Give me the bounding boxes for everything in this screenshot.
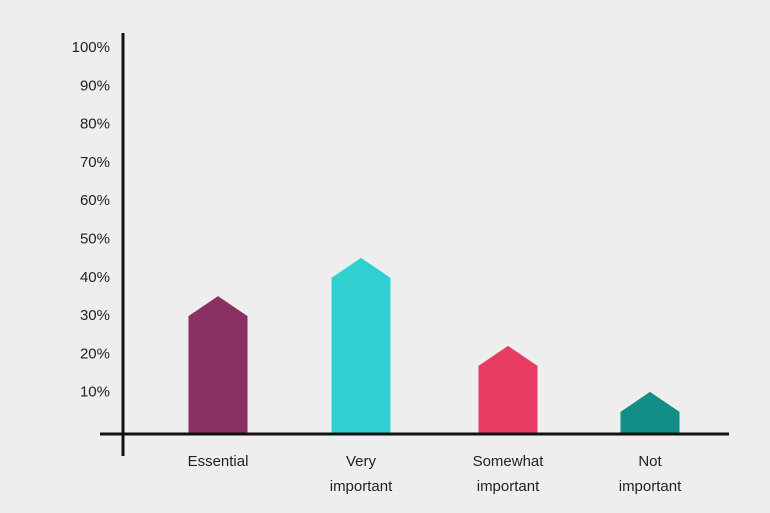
y-tick-label: 80% <box>80 116 110 133</box>
bars <box>188 257 680 434</box>
bar <box>620 391 680 434</box>
y-tick-label: 90% <box>80 77 110 94</box>
bar <box>188 296 248 434</box>
y-tick-label: 100% <box>72 39 110 56</box>
y-tick-label: 70% <box>80 154 110 171</box>
x-tick-label: Very important <box>330 453 393 495</box>
bar <box>331 257 391 434</box>
y-tick-label: 30% <box>80 307 110 324</box>
x-tick-label-line: Essential <box>188 453 249 470</box>
y-tick-labels: 10% 20% 30% 40% 50% 60% 70% 80% 90% 100% <box>72 39 110 401</box>
y-tick-label: 60% <box>80 192 110 209</box>
y-tick-label: 50% <box>80 230 110 247</box>
y-tick-label: 20% <box>80 345 110 362</box>
x-tick-label-line: Not <box>638 453 662 470</box>
x-tick-label: Not important <box>619 453 682 495</box>
x-tick-label-line: important <box>330 478 393 495</box>
x-tick-label-line: Somewhat <box>473 453 545 470</box>
y-tick-label: 10% <box>80 384 110 401</box>
x-tick-label: Essential <box>188 453 249 470</box>
x-tick-label-line: Very <box>346 453 377 470</box>
x-tick-label-line: important <box>619 478 682 495</box>
bar <box>478 345 538 434</box>
x-tick-label: Somewhat important <box>473 453 545 495</box>
x-tick-label-line: important <box>477 478 540 495</box>
y-tick-label: 40% <box>80 269 110 286</box>
